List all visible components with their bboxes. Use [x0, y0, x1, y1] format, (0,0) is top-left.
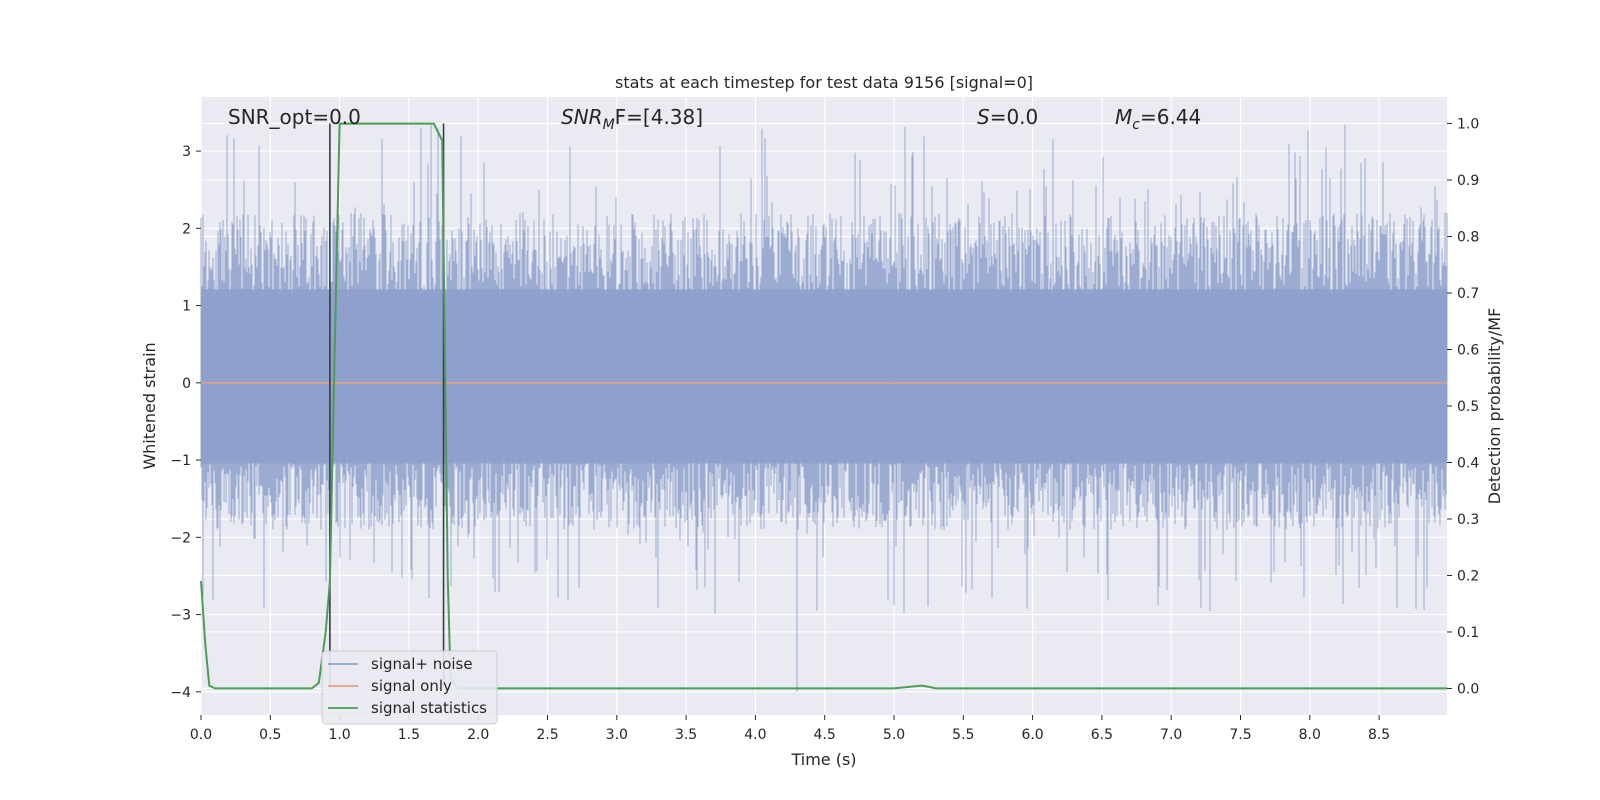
x-tick-label: 4.0 — [744, 727, 766, 743]
annotation-mc-rest: =6.44 — [1140, 105, 1201, 129]
right-axis-label: Detection probability/MF — [1485, 308, 1504, 505]
x-tick-label: 0.0 — [190, 727, 212, 743]
right-tick-label: 0.6 — [1457, 343, 1479, 359]
annotation-snr-opt: SNR_opt=0.0 — [228, 105, 361, 129]
x-tick-label: 1.5 — [398, 727, 420, 743]
right-tick-label: 0.5 — [1457, 399, 1479, 415]
annotation-mc-main: M — [1115, 105, 1132, 129]
legend-label-signal-statistics: signal statistics — [371, 699, 487, 717]
x-tick-label: 5.5 — [952, 727, 974, 743]
legend-label-signal-noise: signal+ noise — [371, 655, 473, 673]
left-tick-label: 0 — [182, 376, 191, 392]
x-tick-label: 5.0 — [883, 727, 905, 743]
legend-label-signal-only: signal only — [371, 677, 452, 695]
annotation-mc-sub: c — [1132, 117, 1140, 133]
left-tick-label: −1 — [170, 453, 191, 469]
x-tick-label: 8.5 — [1368, 727, 1390, 743]
annotation-s: S=0.0 — [977, 105, 1038, 129]
left-tick-label: 1 — [182, 299, 191, 315]
right-tick-label: 0.8 — [1457, 230, 1479, 246]
x-tick-label: 1.0 — [328, 727, 350, 743]
legend: signal+ noise signal only signal statist… — [321, 650, 498, 725]
x-axis-label: Time (s) — [790, 750, 856, 769]
right-tick-label: 0.2 — [1457, 568, 1479, 584]
x-tick-label: 2.0 — [467, 727, 489, 743]
right-tick-label: 0.9 — [1457, 173, 1479, 189]
chart-title: stats at each timestep for test data 915… — [615, 73, 1033, 92]
right-tick-label: 0.3 — [1457, 512, 1479, 528]
left-tick-label: −2 — [170, 530, 191, 546]
x-tick-label: 6.5 — [1091, 727, 1113, 743]
annotation-s-rest: =0.0 — [990, 105, 1039, 129]
right-axis-ticks: 0.0 0.1 0.2 0.3 0.4 0.5 0.6 0.7 0.8 0.9 1.0 — [1447, 117, 1479, 697]
strain-trace — [200, 124, 1448, 692]
annotation-snr-mf: SNRMF=[4.38] — [561, 105, 703, 133]
x-tick-label: 7.0 — [1160, 727, 1182, 743]
annotation-snr-mf-main: SNR — [561, 105, 603, 129]
x-axis-ticks: 0.0 0.5 1.0 1.5 2.0 2.5 3.0 3.5 4.0 4.5 5.0 5.5 6.0 6… — [190, 715, 1390, 743]
right-tick-label: 0.4 — [1457, 455, 1479, 471]
x-tick-label: 3.5 — [675, 727, 697, 743]
left-tick-label: 3 — [182, 144, 191, 160]
signal-statistics-series — [200, 122, 1447, 690]
left-tick-label: 2 — [182, 221, 191, 237]
signal-noise-series — [200, 124, 1448, 692]
annotation-mc: Mc=6.44 — [1115, 105, 1201, 133]
x-tick-label: 6.0 — [1021, 727, 1043, 743]
annotation-snr-mf-rest: F=[4.38] — [615, 105, 703, 129]
annotation-snr-mf-sub: M — [603, 117, 615, 133]
annotation-s-main: S — [977, 105, 990, 129]
x-tick-label: 3.0 — [606, 727, 628, 743]
right-tick-label: 0.0 — [1457, 681, 1479, 697]
legend-box — [321, 650, 498, 725]
left-tick-label: −4 — [170, 685, 191, 701]
left-axis-ticks: −4 −3 −2 −1 0 1 2 3 — [170, 144, 201, 701]
x-tick-label: 0.5 — [259, 727, 281, 743]
x-tick-label: 7.5 — [1229, 727, 1251, 743]
right-tick-label: 0.7 — [1457, 286, 1479, 302]
right-tick-label: 0.1 — [1457, 625, 1479, 641]
x-tick-label: 8.0 — [1299, 727, 1321, 743]
left-axis-label: Whitened strain — [140, 342, 159, 469]
right-tick-label: 1.0 — [1457, 117, 1479, 133]
x-tick-label: 4.5 — [814, 727, 836, 743]
x-tick-label: 2.5 — [536, 727, 558, 743]
left-tick-label: −3 — [170, 608, 191, 624]
signal-statistics-line — [200, 122, 1447, 690]
